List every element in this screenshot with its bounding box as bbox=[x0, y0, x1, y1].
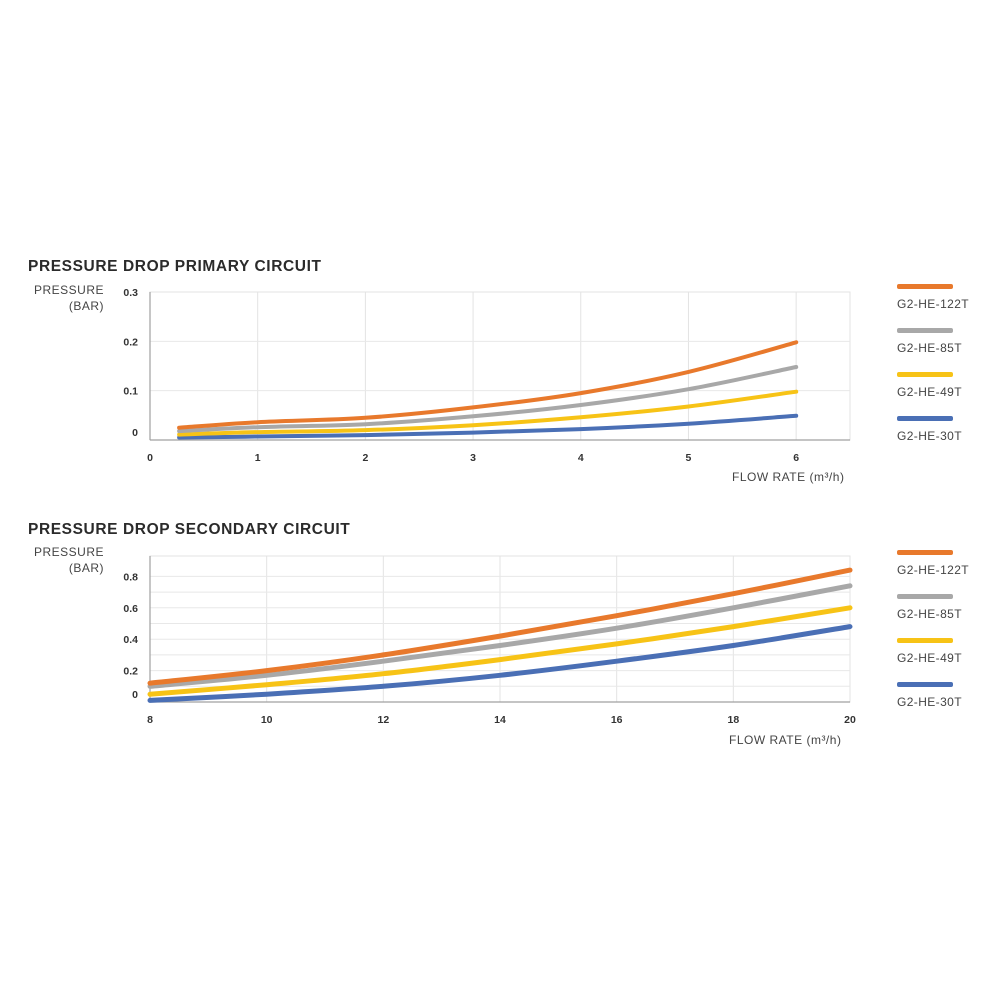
legend-swatch bbox=[897, 638, 953, 643]
y-tick-label: 0.8 bbox=[123, 571, 138, 583]
legend-label: G2-HE-30T bbox=[897, 429, 962, 443]
series-line-g2-he-122t bbox=[177, 340, 799, 430]
chart1-ylabel-line1: PRESSURE bbox=[33, 283, 104, 297]
legend-swatch bbox=[897, 416, 953, 421]
x-tick-label: 8 bbox=[147, 714, 153, 726]
x-tick-label: 2 bbox=[362, 452, 368, 464]
legend-swatch bbox=[897, 328, 953, 333]
legend-item: G2-HE-30T bbox=[895, 682, 995, 726]
x-tick-label: 4 bbox=[578, 452, 584, 464]
x-tick-label: 6 bbox=[793, 452, 799, 464]
legend-label: G2-HE-122T bbox=[897, 297, 970, 311]
x-tick-label: 5 bbox=[686, 452, 692, 464]
legend-label: G2-HE-49T bbox=[897, 385, 962, 399]
legend-item: G2-HE-49T bbox=[895, 638, 995, 682]
chart2-ylabel-line2: (BAR) bbox=[68, 561, 104, 575]
x-tick-label: 10 bbox=[261, 714, 273, 726]
x-tick-label: 16 bbox=[611, 714, 623, 726]
chart1-title: PRESSURE DROP PRIMARY CIRCUIT bbox=[28, 258, 322, 275]
y-tick-label: 0.3 bbox=[123, 287, 138, 299]
chart2-legend: G2-HE-122T G2-HE-85T G2-HE-49T G2-HE-30T bbox=[895, 550, 995, 726]
legend-item: G2-HE-122T bbox=[895, 550, 995, 594]
y-tick-label: 0.4 bbox=[123, 634, 138, 646]
chart2-plot: 8 10 12 14 16 18 20 0 0.2 0.4 0.6 0.8 bbox=[123, 555, 856, 726]
y-tick-label: 0.2 bbox=[123, 336, 138, 348]
series-line-g2-he-30t bbox=[147, 624, 853, 703]
legend-item: G2-HE-30T bbox=[895, 416, 995, 460]
legend-label: G2-HE-30T bbox=[897, 695, 962, 709]
legend-label: G2-HE-85T bbox=[897, 341, 962, 355]
legend-item: G2-HE-122T bbox=[895, 284, 995, 328]
series-line-g2-he-122t bbox=[147, 567, 853, 686]
chart1-ylabel: PRESSURE (BAR) bbox=[24, 282, 104, 314]
x-tick-label: 12 bbox=[377, 714, 389, 726]
legend-swatch bbox=[897, 372, 953, 377]
y-tick-label: 0 bbox=[132, 427, 138, 439]
legend-item: G2-HE-85T bbox=[895, 328, 995, 372]
legend-item: G2-HE-85T bbox=[895, 594, 995, 638]
x-tick-label: 14 bbox=[494, 714, 506, 726]
legend-swatch bbox=[897, 682, 953, 687]
x-tick-label: 18 bbox=[727, 714, 739, 726]
chart2-title: PRESSURE DROP SECONDARY CIRCUIT bbox=[28, 521, 351, 538]
legend-label: G2-HE-49T bbox=[897, 651, 962, 665]
legend-swatch bbox=[897, 550, 953, 555]
series-line-g2-he-85t bbox=[177, 365, 799, 434]
chart1-ylabel-line2: (BAR) bbox=[68, 299, 104, 313]
chart2-ylabel: PRESSURE (BAR) bbox=[24, 544, 104, 576]
x-tick-label: 0 bbox=[147, 452, 153, 464]
y-tick-label: 0.1 bbox=[123, 386, 138, 398]
series-line-g2-he-49t bbox=[147, 605, 853, 697]
legend-label: G2-HE-85T bbox=[897, 607, 962, 621]
y-tick-label: 0.6 bbox=[123, 603, 138, 615]
chart2-ylabel-line1: PRESSURE bbox=[33, 545, 104, 559]
grid bbox=[149, 555, 851, 703]
chart2-xlabel: FLOW RATE (m³/h) bbox=[729, 733, 842, 747]
legend-item: G2-HE-49T bbox=[895, 372, 995, 416]
y-tick-label: 0 bbox=[132, 689, 138, 701]
legend-swatch bbox=[897, 594, 953, 599]
series-line-g2-he-49t bbox=[177, 389, 799, 437]
series-line-g2-he-30t bbox=[177, 413, 799, 440]
chart1-xlabel: FLOW RATE (m³/h) bbox=[732, 470, 845, 484]
x-tick-label: 1 bbox=[255, 452, 261, 464]
legend-swatch bbox=[897, 284, 953, 289]
x-tick-label: 20 bbox=[844, 714, 856, 726]
x-tick-label: 3 bbox=[470, 452, 476, 464]
series-line-g2-he-85t bbox=[147, 583, 853, 689]
legend-label: G2-HE-122T bbox=[897, 563, 970, 577]
chart1-legend: G2-HE-122T G2-HE-85T G2-HE-49T G2-HE-30T bbox=[895, 284, 995, 460]
chart1-plot: 0 1 2 3 4 5 6 0 0.1 0.2 0.3 bbox=[123, 287, 851, 464]
y-tick-label: 0.2 bbox=[123, 666, 138, 678]
